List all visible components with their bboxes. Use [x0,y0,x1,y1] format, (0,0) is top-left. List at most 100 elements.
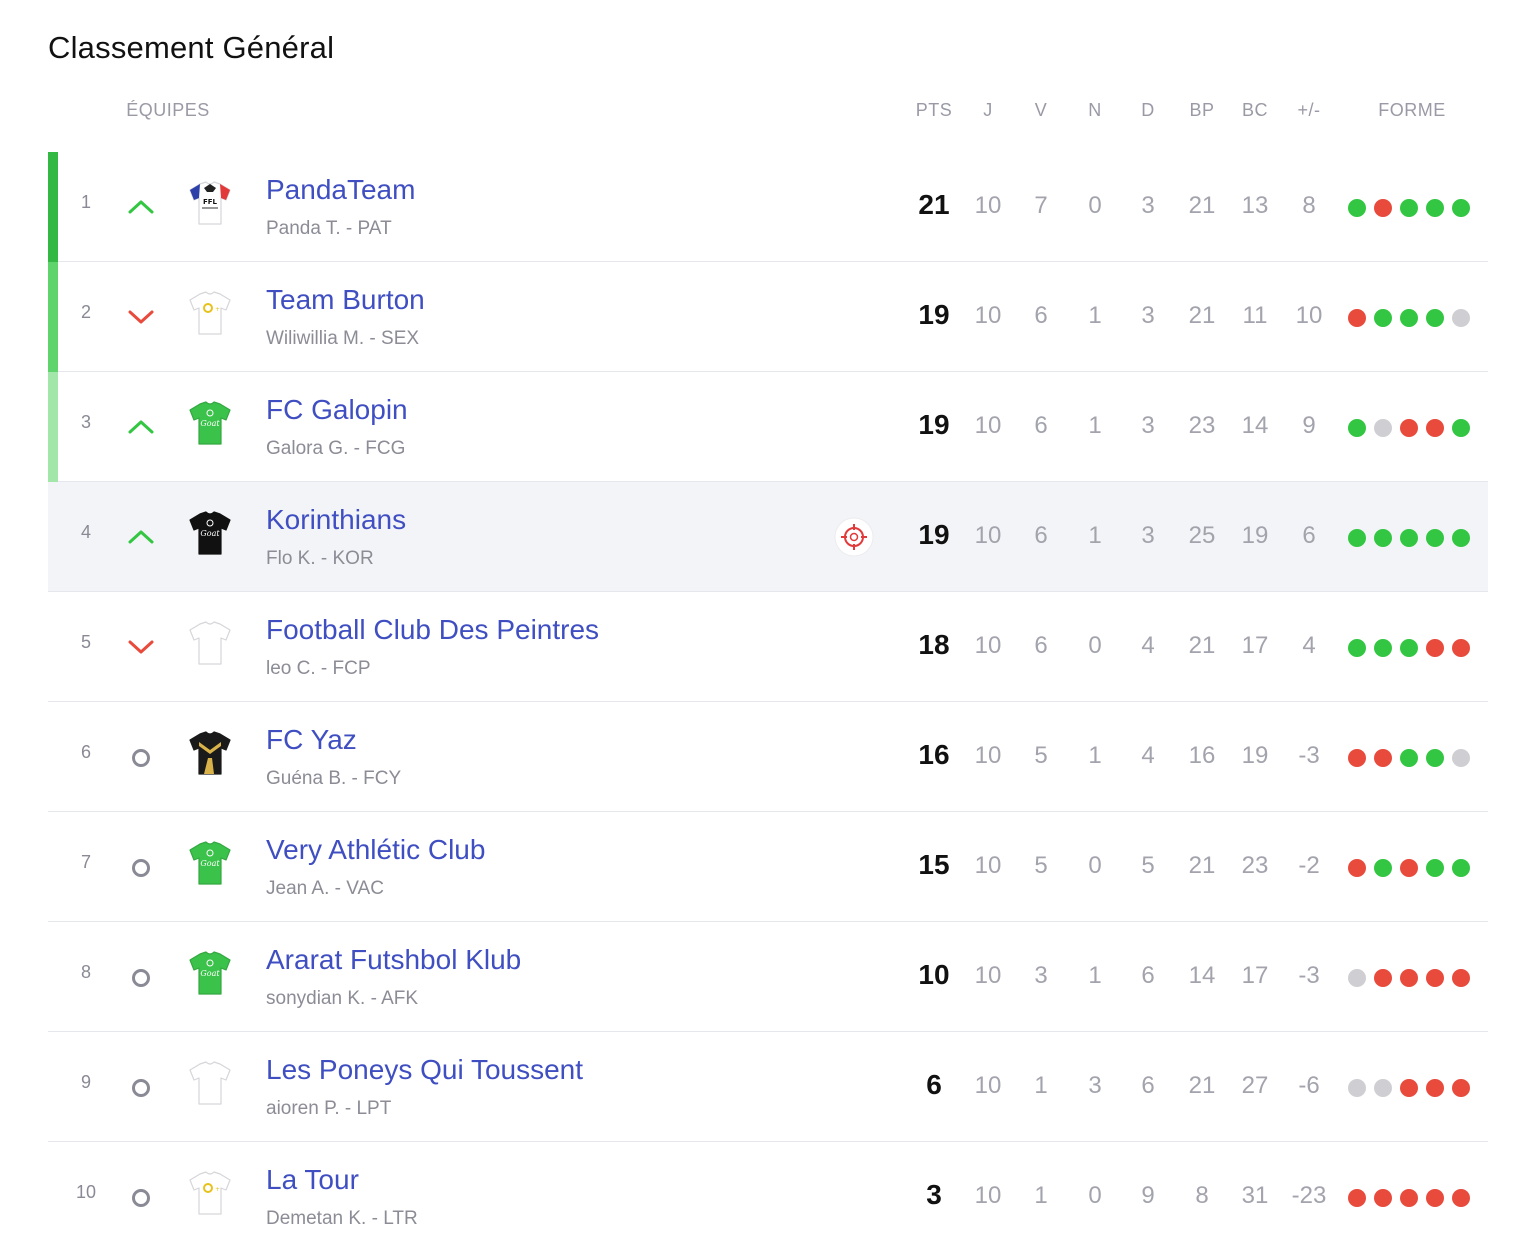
team-manager: Flo K. - KOR [266,548,374,569]
form-win-dot [1400,309,1418,327]
svg-text:Goat: Goat [200,969,220,978]
stat-pts: 19 [918,409,950,440]
stat-diff: 8 [1302,192,1316,219]
team-name-link[interactable]: Very Athlétic Club [266,834,486,865]
team-name-link[interactable]: FC Galopin [266,394,408,425]
header-forme: FORME [1378,100,1446,120]
svg-text:Goat: Goat [200,859,220,868]
rank-number: 9 [80,1072,91,1092]
team-jersey-icon[interactable]: Goat [184,398,236,450]
header-pts[interactable]: PTS [915,100,953,120]
team-name-link[interactable]: Team Burton [266,284,425,315]
table-row[interactable]: 8 Goat Ararat Futshbol Klub sonydian K. - A… [48,922,1488,1032]
table-row[interactable]: 5 Football Club Des Peintres leo C. - FCP 1… [48,592,1488,702]
team-name-link[interactable]: Ararat Futshbol Klub [266,944,522,975]
form-win-dot [1348,419,1366,437]
team-name-link[interactable]: Les Poneys Qui Toussent [266,1054,584,1085]
stat-bp: 23 [1188,412,1216,439]
form-loss-dot [1452,1189,1470,1207]
table-row[interactable]: 3 Goat FC Galopin Galora G. - FCG 19 10 6 1 3 23 1… [48,372,1488,482]
team-jersey-icon[interactable] [184,728,236,780]
stat-diff: 4 [1302,632,1316,659]
team-manager: sonydian K. - AFK [266,988,419,1009]
form-win-dot [1374,639,1392,657]
header-diff[interactable]: +/- [1297,100,1321,120]
form-loss-dot [1348,859,1366,877]
team-name-link[interactable]: Football Club Des Peintres [266,614,600,645]
form-win-dot [1426,859,1444,877]
team-name-link[interactable]: FC Yaz [266,724,357,755]
stat-v: 6 [1034,522,1048,549]
stat-bc: 27 [1241,1072,1269,1099]
form-loss-dot [1426,1189,1444,1207]
form-win-dot [1348,639,1366,657]
team-jersey-icon[interactable]: + [184,1168,236,1220]
table-row[interactable]: 7 Goat Very Athlétic Club Jean A. - VAC 15 10… [48,812,1488,922]
stat-j: 10 [974,302,1002,329]
team-manager: Wiliwillia M. - SEX [266,328,420,349]
stat-pts: 6 [926,1069,942,1100]
form-win-dot [1426,199,1444,217]
form-draw-dot [1452,749,1470,767]
team-name-link[interactable]: La Tour [266,1164,359,1195]
form-win-dot [1374,859,1392,877]
stat-pts: 10 [918,959,950,990]
team-jersey-icon[interactable]: FFL [184,178,236,230]
header-d[interactable]: D [1141,100,1155,120]
stat-d: 4 [1141,632,1155,659]
table-row[interactable]: 4 Goat Korinthians Flo K. - KOR 19 10 6 1 3 25 19 6 [48,482,1488,592]
target-icon[interactable] [834,517,874,557]
form-loss-dot [1400,969,1418,987]
stat-bp: 21 [1188,852,1216,879]
team-name-link[interactable]: PandaTeam [266,174,416,205]
stat-bp: 21 [1188,302,1216,329]
form-loss-dot [1400,1189,1418,1207]
stat-n: 0 [1088,632,1102,659]
stat-diff: 6 [1302,522,1316,549]
form-loss-dot [1426,969,1444,987]
header-bc[interactable]: BC [1241,100,1269,120]
table-row[interactable]: 6 FC Yaz Guéna B. - FCY 16 10 5 1 4 16 19 -3 [48,702,1488,812]
trend-neutral-circle-icon [126,1074,156,1100]
header-j[interactable]: J [983,100,993,120]
page-title: Classement Général [48,30,335,65]
stat-j: 10 [974,522,1002,549]
stat-diff: -23 [1291,1182,1327,1209]
stat-pts: 16 [918,739,950,770]
stat-n: 1 [1088,522,1102,549]
stat-bc: 11 [1242,302,1268,329]
stat-n: 1 [1088,742,1102,769]
stat-d: 3 [1141,192,1155,219]
table-row[interactable]: 2 + Team Burton Wiliwillia M. - SEX 19 10 6 1 3 2… [48,262,1488,372]
team-jersey-icon[interactable]: Goat [184,838,236,890]
team-jersey-icon[interactable]: + [184,288,236,340]
form-indicator [1348,1189,1470,1209]
qualification-bar [48,372,58,482]
form-win-dot [1452,859,1470,877]
header-n[interactable]: N [1088,100,1102,120]
form-win-dot [1400,639,1418,657]
team-jersey-icon[interactable] [184,1058,236,1110]
table-row[interactable]: 9 Les Poneys Qui Toussent aioren P. - LPT 6… [48,1032,1488,1142]
form-draw-dot [1374,1079,1392,1097]
stat-bp: 21 [1188,632,1216,659]
form-indicator [1348,969,1470,989]
team-jersey-icon[interactable]: Goat [184,948,236,1000]
header-v[interactable]: V [1034,100,1048,120]
form-indicator [1348,639,1470,659]
stat-n: 3 [1088,1072,1102,1099]
table-row[interactable]: 10 + La Tour Demetan K. - LTR 3 10 1 0 9 8 31 -23 [48,1142,1488,1252]
header-bp[interactable]: BP [1189,100,1215,120]
stat-v: 5 [1034,852,1048,879]
form-indicator [1348,199,1470,219]
stat-j: 10 [974,1072,1002,1099]
stat-j: 10 [974,962,1002,989]
team-name-link[interactable]: Korinthians [266,504,407,535]
stat-bc: 17 [1241,632,1269,659]
stat-bc: 19 [1241,742,1269,769]
stat-diff: -6 [1298,1072,1320,1099]
trend-neutral-circle-icon [126,1184,156,1210]
team-jersey-icon[interactable] [184,618,236,670]
team-jersey-icon[interactable]: Goat [184,508,236,560]
table-row[interactable]: 1 FFL PandaTeam Panda T. - PAT 21 10 7 0 3 21 13 8 [48,152,1488,262]
